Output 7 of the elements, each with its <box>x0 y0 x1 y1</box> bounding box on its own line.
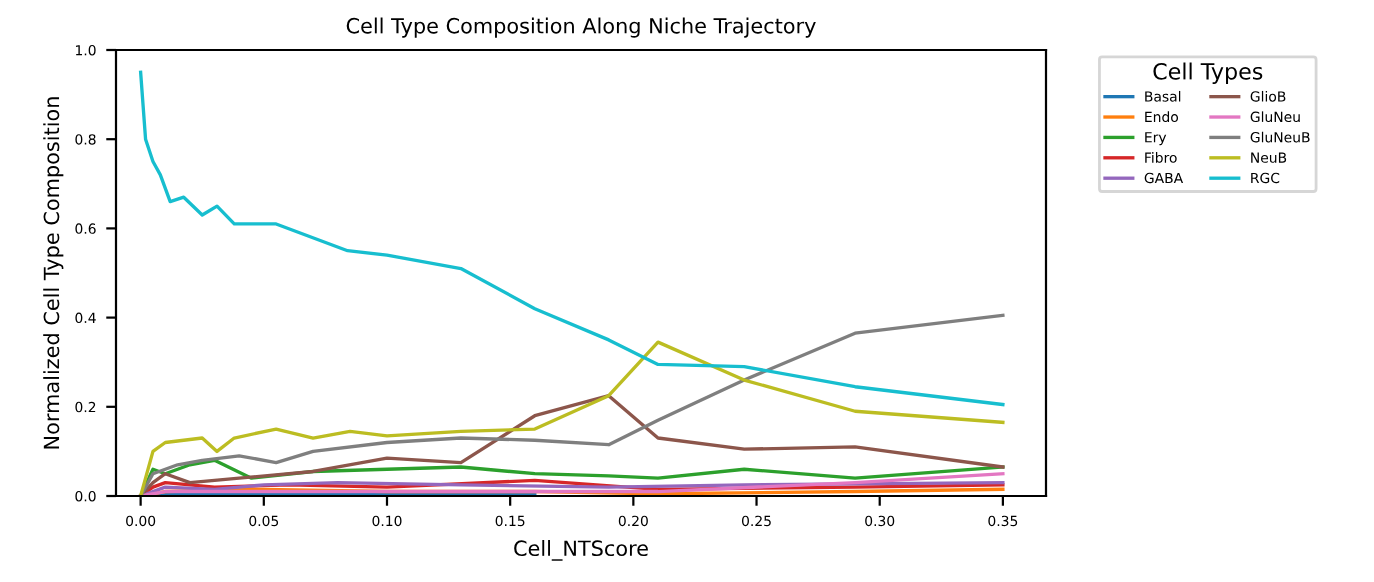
line-series <box>138 70 1005 407</box>
x-axis-title: Cell_NTScore <box>514 540 648 561</box>
line-series <box>138 393 1005 496</box>
legend-title: Cell Types <box>1153 62 1263 85</box>
line-series <box>138 472 1005 496</box>
y-axis-title: Normalized Cell Type Composition <box>43 97 64 449</box>
chart-title: Cell Type Composition Along Niche Trajectory <box>346 17 816 38</box>
